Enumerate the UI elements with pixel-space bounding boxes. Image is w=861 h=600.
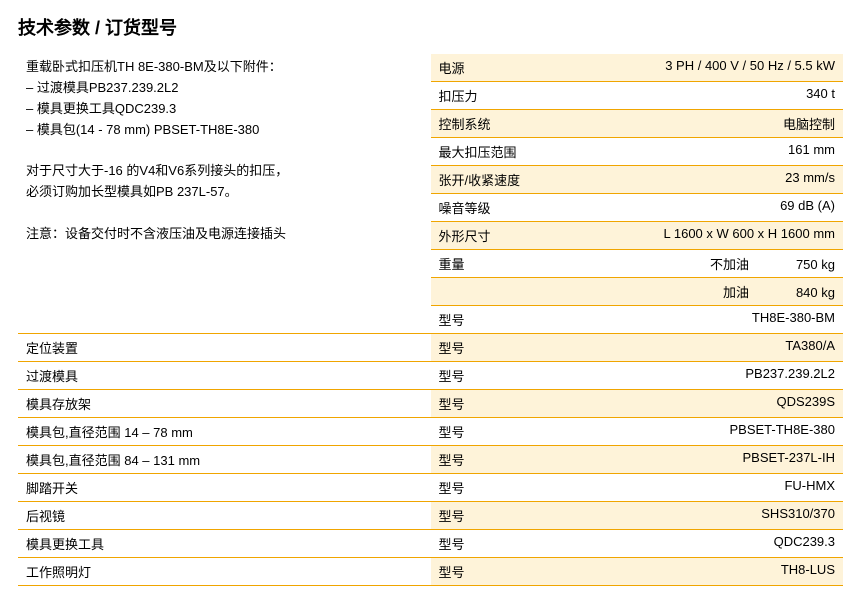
spec-label: 重量	[431, 250, 555, 278]
spec-value: 69 dB (A)	[554, 194, 843, 222]
item-value: TA380/A	[554, 334, 843, 362]
item-name: 过渡模具	[18, 362, 431, 390]
spec-value: 电脑控制	[554, 110, 843, 138]
spec-value: L 1600 x W 600 x H 1600 mm	[554, 222, 843, 250]
item-name: 工作照明灯	[18, 558, 431, 586]
item-label: 型号	[431, 558, 555, 586]
item-name: 脚踏开关	[18, 474, 431, 502]
item-label: 型号	[431, 362, 555, 390]
item-label: 型号	[431, 418, 555, 446]
intro-line: 重载卧式扣压机TH 8E-380-BM及以下附件：	[26, 58, 423, 77]
item-label: 型号	[431, 530, 555, 558]
item-name: 模具包,直径范围 14 – 78 mm	[18, 418, 431, 446]
intro-cell: 重载卧式扣压机TH 8E-380-BM及以下附件： – 过渡模具PB237.23…	[18, 54, 431, 334]
spec-subval: 750 kg	[796, 257, 835, 272]
item-label: 型号	[431, 334, 555, 362]
spec-value: 23 mm/s	[554, 166, 843, 194]
spec-sub: 加油	[723, 285, 749, 300]
spec-value: 161 mm	[554, 138, 843, 166]
spec-value: 3 PH / 400 V / 50 Hz / 5.5 kW	[554, 54, 843, 82]
intro-line	[26, 204, 423, 223]
spec-label: 控制系统	[431, 110, 555, 138]
spec-label: 电源	[431, 54, 555, 82]
item-value: PBSET-TH8E-380	[554, 418, 843, 446]
intro-line: – 模具包(14 - 78 mm) PBSET-TH8E-380	[26, 121, 423, 140]
item-name: 模具更换工具	[18, 530, 431, 558]
item-label: 型号	[431, 474, 555, 502]
spec-label: 外形尺寸	[431, 222, 555, 250]
spec-label: 最大扣压范围	[431, 138, 555, 166]
intro-line: 必须订购加长型模具如PB 237L-57。	[26, 183, 423, 202]
item-value: QDS239S	[554, 390, 843, 418]
item-name: 后视镜	[18, 502, 431, 530]
spec-subval: 840 kg	[796, 285, 835, 300]
item-value: PB237.239.2L2	[554, 362, 843, 390]
intro-line: 注意：设备交付时不含液压油及电源连接插头	[26, 225, 423, 244]
intro-line: – 过渡模具PB237.239.2L2	[26, 79, 423, 98]
intro-line	[26, 141, 423, 160]
item-label: 型号	[431, 446, 555, 474]
item-value: QDC239.3	[554, 530, 843, 558]
intro-line: – 模具更换工具QDC239.3	[26, 100, 423, 119]
item-name: 定位装置	[18, 334, 431, 362]
page-title: 技术参数 / 订货型号	[18, 14, 843, 40]
item-value: SHS310/370	[554, 502, 843, 530]
spec-table: 重载卧式扣压机TH 8E-380-BM及以下附件： – 过渡模具PB237.23…	[18, 54, 843, 586]
spec-label: 扣压力	[431, 82, 555, 110]
spec-label: 噪音等级	[431, 194, 555, 222]
item-name: 模具包,直径范围 84 – 131 mm	[18, 446, 431, 474]
spec-value: 加油 840 kg	[554, 278, 843, 306]
item-label: 型号	[431, 502, 555, 530]
spec-value: 不加油 750 kg	[554, 250, 843, 278]
item-name: 模具存放架	[18, 390, 431, 418]
spec-label: 型号	[431, 306, 555, 334]
spec-label: 张开/收紧速度	[431, 166, 555, 194]
item-value: PBSET-237L-IH	[554, 446, 843, 474]
spec-value: TH8E-380-BM	[554, 306, 843, 334]
item-label: 型号	[431, 390, 555, 418]
spec-value: 340 t	[554, 82, 843, 110]
spec-label	[431, 278, 555, 306]
spec-sub: 不加油	[710, 257, 749, 272]
intro-line: 对于尺寸大于-16 的V4和V6系列接头的扣压，	[26, 162, 423, 181]
item-value: FU-HMX	[554, 474, 843, 502]
item-value: TH8-LUS	[554, 558, 843, 586]
